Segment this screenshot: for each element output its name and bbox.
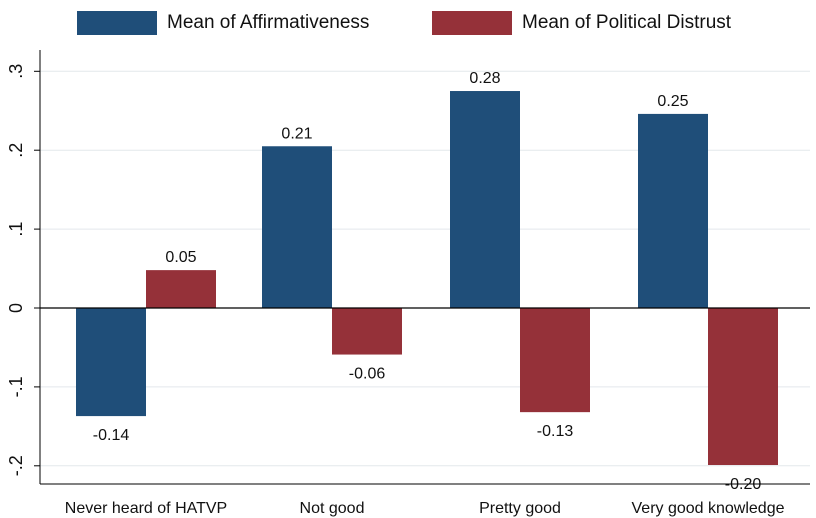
bar xyxy=(262,146,332,308)
y-tick-label: .3 xyxy=(6,64,26,79)
x-tick-label: Very good knowledge xyxy=(632,500,785,517)
data-label: -0.06 xyxy=(349,366,386,383)
data-label: -0.14 xyxy=(93,427,130,444)
x-tick-label: Never heard of HATVP xyxy=(65,500,227,517)
data-label: 0.28 xyxy=(469,70,500,87)
data-label: 0.21 xyxy=(281,125,312,142)
y-tick-label: .2 xyxy=(6,143,26,158)
bar xyxy=(708,308,778,466)
legend-swatch-political-distrust xyxy=(432,11,512,35)
legend-label-political-distrust: Mean of Political Distrust xyxy=(522,12,732,33)
y-tick-label: .1 xyxy=(6,222,26,237)
data-label: 0.25 xyxy=(657,93,688,110)
bar xyxy=(146,270,216,308)
y-tick-label: 0 xyxy=(6,303,26,313)
legend-item-political-distrust: Mean of Political Distrust xyxy=(432,6,731,40)
bar xyxy=(520,308,590,413)
data-label: 0.05 xyxy=(165,249,196,266)
x-tick-label: Not good xyxy=(300,500,365,517)
x-tick-label: Pretty good xyxy=(479,500,561,517)
legend-label-affirmativeness: Mean of Affirmativeness xyxy=(167,12,370,33)
legend-swatch-affirmativeness xyxy=(77,11,157,35)
bar xyxy=(76,308,146,417)
legend: Mean of Affirmativeness Mean of Politica… xyxy=(0,6,816,40)
legend-item-affirmativeness: Mean of Affirmativeness xyxy=(77,6,369,40)
bar xyxy=(638,113,708,308)
data-label: -0.20 xyxy=(725,476,762,493)
bar xyxy=(332,308,402,355)
y-tick-label: -.2 xyxy=(6,455,26,476)
data-label: -0.13 xyxy=(537,423,574,440)
y-tick-label: -.1 xyxy=(6,376,26,397)
bar xyxy=(450,91,520,309)
